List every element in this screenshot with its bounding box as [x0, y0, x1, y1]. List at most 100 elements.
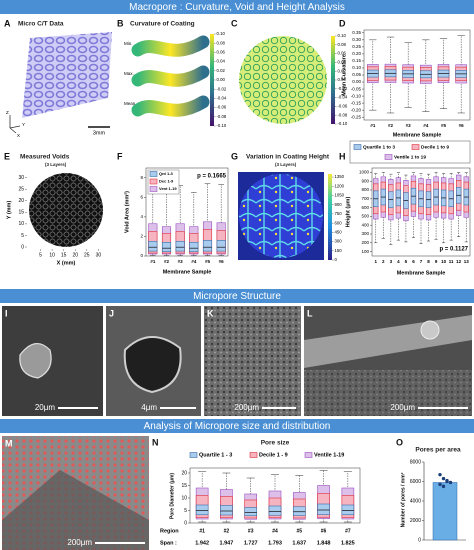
y-axis-label: Y (mm) [6, 201, 12, 220]
y-tick-label: 700 [361, 196, 369, 201]
legend-label: Qnt 1-3 [159, 171, 174, 176]
y-tick-label: 800 [361, 187, 369, 192]
y-tick-label: -0.15 [351, 100, 362, 105]
colorbar-tick-label: 0.10 [217, 31, 226, 36]
tube-render [131, 95, 210, 117]
panel-title: Pore size [261, 440, 290, 447]
y-tick-label: 8 [140, 175, 143, 180]
x-tick-label: 5 [39, 252, 42, 258]
x-tick-label: 7 [420, 259, 423, 264]
y-tick-label: 0 [184, 520, 187, 526]
legend-label: Vent 1-19 [159, 186, 177, 191]
colorbar-tick-label: -0.04 [338, 95, 348, 100]
legend-label: Quartile 1 to 3 [363, 144, 395, 150]
panel-label: H [339, 151, 346, 161]
colorbar-tick-label: 0.02 [338, 68, 347, 73]
y-tick-label: 5 [184, 508, 187, 514]
span-value: 1.793 [268, 540, 282, 546]
box [341, 504, 355, 516]
colorbar-tick-label: -0.08 [338, 112, 348, 117]
data-point [438, 482, 442, 487]
panel-label: O [396, 437, 403, 447]
view-label: Min. [124, 41, 133, 46]
panel-subtitle: (3 Layers) [45, 162, 67, 167]
y-tick-label: 4 [140, 214, 143, 219]
axis-icon-label: Z [6, 110, 9, 115]
span-value: 1.727 [244, 540, 258, 546]
x-tick-label: #2 [388, 123, 394, 128]
y-tick-label: 2000 [410, 518, 421, 524]
x-tick-label: 5 [405, 259, 408, 264]
colorbar-tick-label: 450 [335, 229, 343, 234]
x-tick-label: #4 [272, 528, 278, 534]
axis-icon [9, 127, 17, 134]
y-tick-label: -0.05 [351, 86, 362, 91]
void-map [29, 173, 103, 247]
x-tick-label: 25 [84, 252, 90, 258]
sem-feature [123, 336, 182, 394]
box [292, 506, 306, 516]
section-header: Analysis of Micropore size and distribut… [144, 421, 331, 432]
y-tick-label: 0.15 [352, 58, 361, 63]
colorbar-tick-label: 150 [335, 248, 343, 253]
scale-bar-label: 200μm [234, 403, 259, 412]
span-value: 1.825 [341, 540, 355, 546]
panel-label: I [5, 308, 8, 318]
x-tick-label: 30 [96, 252, 102, 258]
box [195, 504, 209, 516]
scale-bar-label: 200μm [67, 538, 92, 547]
y-tick-label: 2 [140, 234, 143, 239]
colorbar-tick-label: 0.04 [217, 59, 226, 64]
colorbar-tick-label: -0.10 [217, 123, 227, 128]
panel-label: C [231, 18, 238, 28]
colorbar-tick-label: -0.02 [217, 86, 227, 91]
box [317, 503, 330, 515]
colorbar-tick-label: 0.06 [338, 51, 347, 56]
annotation: p = 0.1127 [439, 247, 468, 253]
y-tick-label: 0.10 [352, 65, 361, 70]
data-point [441, 476, 446, 481]
span-value: 1.947 [220, 540, 234, 546]
panel-label: D [339, 18, 346, 28]
axis-icon-label: Y [22, 122, 25, 127]
colorbar-tick-label: 750 [335, 211, 343, 216]
legend-swatch [189, 452, 198, 458]
colorbar-tick-label: 0.00 [217, 77, 226, 82]
colorbar-tick-label: -0.06 [217, 105, 227, 110]
x-tick-label: #3 [406, 123, 412, 128]
sem-image [204, 306, 301, 416]
legend-label: Quartile 1 - 3 [199, 452, 232, 458]
legend-swatch [384, 154, 393, 160]
y-tick-label: 400 [361, 222, 369, 227]
legend-swatch [149, 186, 158, 192]
annotation: p = 0.1665 [197, 174, 227, 180]
box [189, 242, 199, 252]
legend-swatch [304, 452, 313, 458]
y-tick-label: 500 [361, 214, 369, 219]
tube-render [131, 35, 210, 57]
colorbar-tick-label: 1200 [335, 183, 345, 188]
y-axis-label: Void Area (mm²) [123, 191, 130, 233]
panel-label: J [109, 308, 114, 318]
y-axis-label: Height (μm) [345, 197, 351, 228]
y-tick-label: 0.05 [352, 72, 361, 77]
colorbar-tick-label: 1350 [335, 174, 345, 179]
y-tick-label: -0.25 [351, 114, 362, 119]
x-tick-label: 10 [49, 252, 55, 258]
box [268, 505, 282, 516]
y-tick-label: 0 [21, 244, 24, 250]
panel-label: E [4, 151, 10, 161]
legend-label: Ventile 1 to 19 [394, 154, 426, 160]
view-label: Max. [124, 71, 134, 76]
y-tick-label: 100 [361, 249, 369, 254]
sem-image [2, 306, 103, 416]
view-label: Mean [124, 101, 136, 106]
x-tick-label: #1 [370, 123, 376, 128]
x-axis-label: Membrane Sample [393, 132, 442, 138]
y-tick-label: 0.35 [352, 30, 361, 35]
colorbar-tick-label: 1050 [335, 193, 345, 198]
x-tick-label: #5 [297, 528, 303, 534]
y-tick-label: 8000 [410, 459, 421, 465]
y-tick-label: 0 [140, 253, 143, 258]
section-header-bar [0, 419, 474, 433]
